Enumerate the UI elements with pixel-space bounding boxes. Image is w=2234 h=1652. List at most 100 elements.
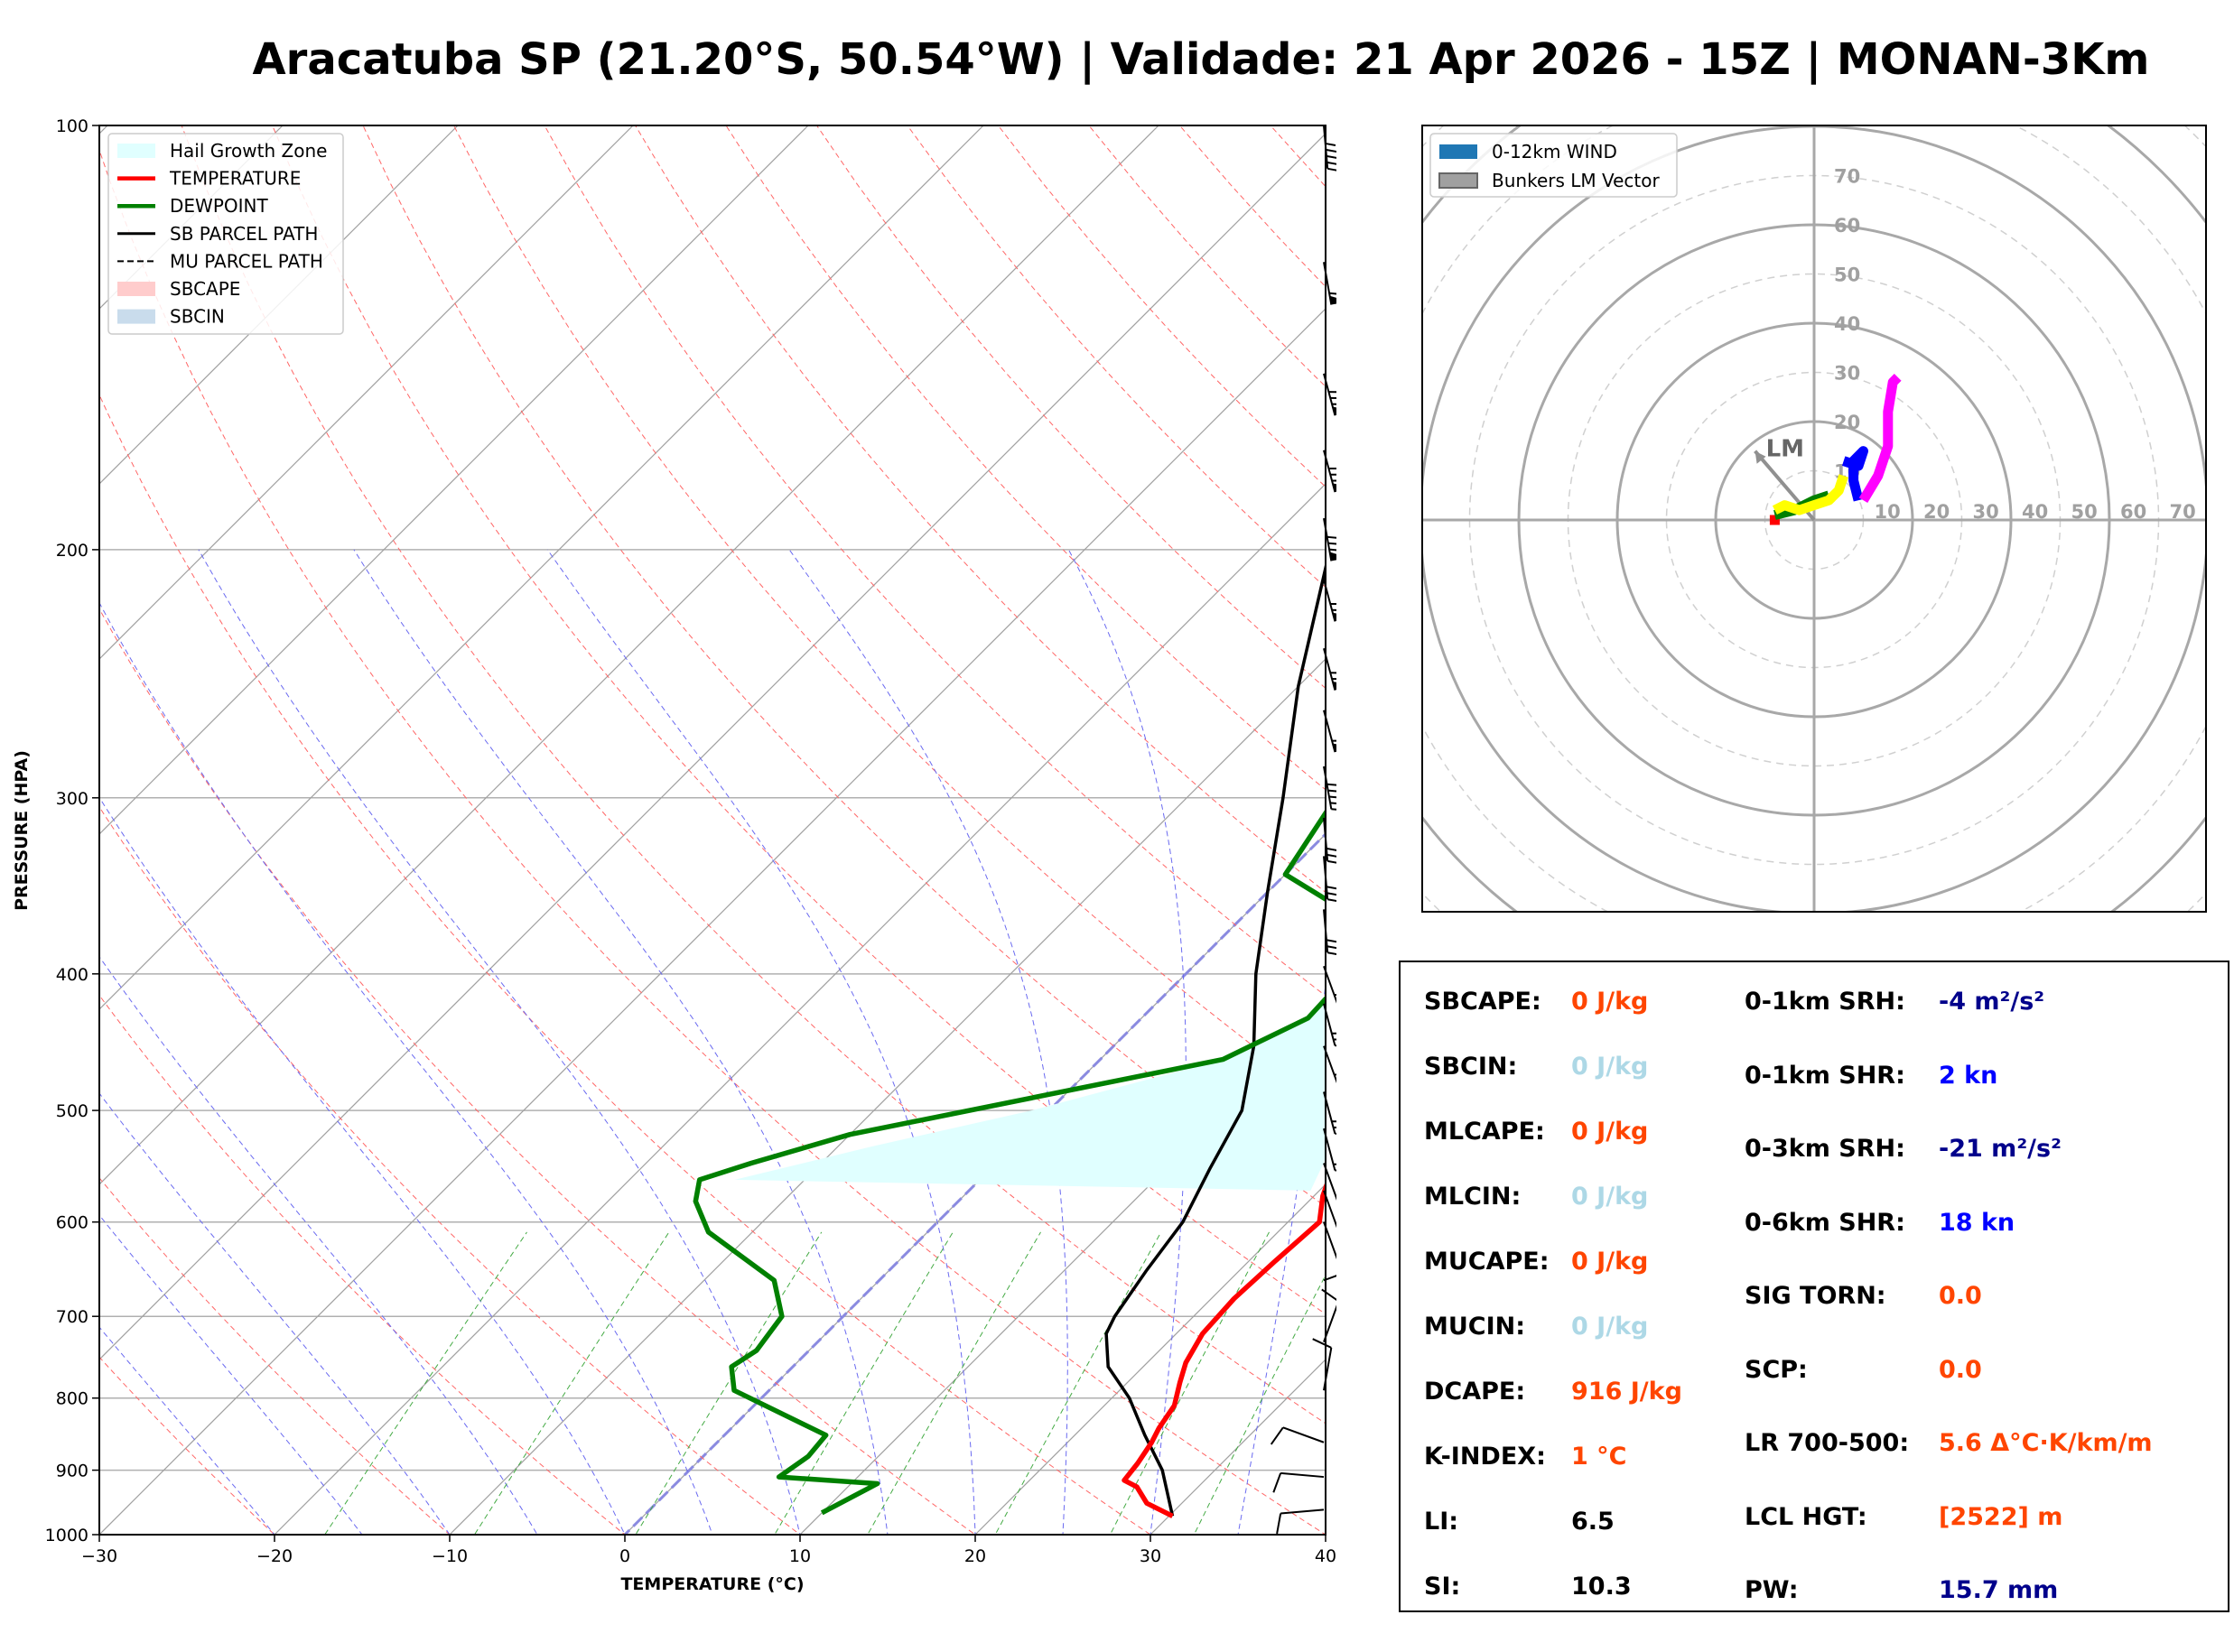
freezing-isotherm [622, 831, 1326, 1535]
svg-text:SBCAPE: SBCAPE [170, 278, 240, 300]
svg-text:TEMPERATURE: TEMPERATURE [169, 168, 301, 190]
dry-adiabat [997, 125, 1326, 487]
legend-entry: MU PARCEL PATH [117, 250, 323, 272]
wind-barb [1272, 1471, 1325, 1493]
dry-adiabat [181, 125, 1326, 1425]
param-value: -4 m²/s² [1939, 988, 2045, 1016]
svg-text:SB PARCEL PATH: SB PARCEL PATH [170, 223, 318, 245]
y-tick-label: 800 [56, 1389, 88, 1409]
hodograph-ring-label: 70 [1834, 166, 1860, 188]
moist-adiabat [99, 955, 538, 1535]
lm-label: LM [1766, 436, 1804, 463]
hodograph-ring-label: 10 [1834, 461, 1860, 483]
dewpoint-line [693, 808, 1326, 1516]
legend-entry: DEWPOINT [117, 195, 268, 217]
hodograph-segment [1773, 490, 1831, 520]
wind-barb [1276, 1508, 1325, 1535]
hodograph-legend: 0-12km WIND Bunkers LM Vector [1429, 133, 1678, 198]
param-value: 0.0 [1939, 1355, 1982, 1384]
param-value: 18 kn [1939, 1208, 2015, 1237]
isotherm-gridline [99, 133, 1326, 1360]
param-value: 15.7 mm [1939, 1576, 2059, 1604]
param-label: 0-1km SHR: [1745, 1061, 1905, 1090]
hodograph-ring-label: 50 [2071, 501, 2098, 523]
hodograph-ring-label: 50 [1834, 265, 1860, 286]
x-tick-label: 40 [1315, 1546, 1336, 1566]
hodograph-ring-label: 30 [1834, 363, 1860, 385]
hodograph-ring [1615, 321, 2013, 719]
mixing-ratio-line [1193, 1274, 1326, 1535]
param-label: LR 700-500: [1745, 1429, 1910, 1457]
isotherm-gridline [1325, 1534, 1326, 1535]
hodograph-ring-label: 70 [2170, 501, 2196, 523]
moist-adiabat [198, 549, 801, 1535]
y-tick-label: 400 [56, 965, 88, 985]
param-value: 0 J/kg [1571, 1248, 1649, 1276]
dry-adiabat [1270, 125, 1326, 188]
wind-barb [1312, 1338, 1333, 1391]
param-label: SCP: [1745, 1355, 1808, 1384]
hodograph-ring-label: 10 [1875, 501, 1901, 523]
hodograph-ring [1567, 273, 2062, 767]
moist-adiabat [353, 549, 889, 1535]
x-tick-label: −30 [81, 1546, 117, 1566]
hodograph-ring [1422, 125, 2206, 912]
param-value: 10.3 [1571, 1573, 1632, 1601]
x-tick-label: 10 [789, 1546, 811, 1566]
svg-text:MU PARCEL PATH: MU PARCEL PATH [170, 250, 323, 272]
moist-adiabat [788, 549, 1068, 1535]
isotherm-gridline [799, 1008, 1326, 1535]
x-tick-label: 20 [964, 1546, 986, 1566]
dry-adiabat [362, 125, 1326, 1208]
svg-text:Bunkers LM Vector: Bunkers LM Vector [1492, 170, 1661, 191]
dry-adiabat [452, 125, 1326, 1101]
mixing-ratio-line [774, 1231, 954, 1535]
mixing-ratio-line [324, 1231, 527, 1535]
moist-adiabat [99, 1214, 363, 1535]
dry-adiabat [99, 148, 1326, 1535]
dry-adiabat [99, 1356, 275, 1535]
isotherm-gridline [99, 125, 1159, 1185]
legend-entry: SBCIN [117, 306, 225, 328]
dry-adiabat [1088, 125, 1326, 387]
dry-adiabat [1178, 125, 1326, 288]
hodograph-segment [1772, 474, 1848, 515]
y-tick-label: 100 [56, 116, 88, 136]
y-tick-label: 200 [56, 541, 88, 561]
svg-text:SBCIN: SBCIN [170, 306, 225, 328]
legend-entry: SBCAPE [117, 278, 240, 300]
dry-adiabat [544, 125, 1326, 997]
y-tick-label: 700 [56, 1307, 88, 1327]
hodograph-ring [1665, 371, 1963, 669]
moist-adiabat [99, 1092, 451, 1535]
param-label: PW: [1745, 1576, 1799, 1604]
hodograph-ring [1764, 469, 1865, 571]
hodograph-ring-label: 60 [1834, 215, 1860, 237]
param-label: MLCAPE: [1424, 1118, 1545, 1146]
y-tick-label: 900 [56, 1462, 88, 1481]
hodograph-ring-label: 60 [2120, 501, 2146, 523]
dry-adiabat [99, 806, 801, 1535]
x-axis-label: TEMPERATURE (°C) [620, 1574, 804, 1594]
isotherm-gridline [974, 1183, 1326, 1535]
moist-adiabat [99, 796, 626, 1535]
hodograph-ring [1422, 125, 2206, 912]
legend-entry: Hail Growth Zone [117, 140, 327, 162]
temperature-line [1122, 1180, 1326, 1518]
param-label: 0-1km SRH: [1745, 988, 1905, 1016]
mixing-ratio-line [867, 1231, 1041, 1535]
skew-t-frame [98, 125, 1326, 1536]
mixing-ratio-line [994, 1231, 1162, 1535]
y-tick-label: 500 [56, 1101, 88, 1121]
param-label: SI: [1424, 1573, 1461, 1601]
chart-title: Aracatuba SP (21.20°S, 50.54°W) | Valida… [252, 34, 2150, 85]
isotherm-gridline [99, 308, 1326, 1535]
isotherm-gridline [99, 125, 634, 660]
x-tick-label: 30 [1140, 1546, 1161, 1566]
isotherm-gridline [449, 658, 1326, 1535]
hodograph-ring-label: 40 [1834, 313, 1860, 335]
param-label: SIG TORN: [1745, 1282, 1886, 1310]
param-label: SBCIN: [1424, 1053, 1518, 1081]
hodograph-ring [1714, 420, 1914, 620]
svg-text:0-12km WIND: 0-12km WIND [1492, 141, 1617, 162]
